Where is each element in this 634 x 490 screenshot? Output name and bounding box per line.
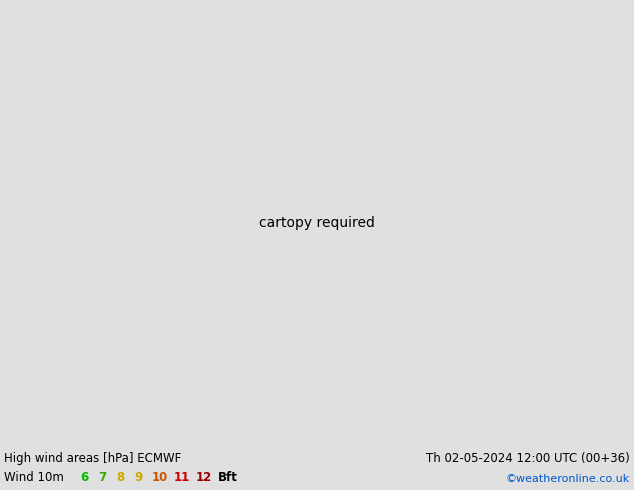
Text: High wind areas [hPa] ECMWF: High wind areas [hPa] ECMWF	[4, 452, 181, 465]
Text: Th 02-05-2024 12:00 UTC (00+36): Th 02-05-2024 12:00 UTC (00+36)	[426, 452, 630, 465]
Text: ©weatheronline.co.uk: ©weatheronline.co.uk	[506, 474, 630, 484]
Text: 9: 9	[134, 471, 142, 484]
Text: Bft: Bft	[218, 471, 238, 484]
Text: 10: 10	[152, 471, 168, 484]
Text: 6: 6	[80, 471, 88, 484]
Text: cartopy required: cartopy required	[259, 216, 375, 230]
Text: 8: 8	[116, 471, 124, 484]
Text: Wind 10m: Wind 10m	[4, 471, 64, 484]
Text: 7: 7	[98, 471, 106, 484]
Text: 11: 11	[174, 471, 190, 484]
Text: 12: 12	[196, 471, 212, 484]
